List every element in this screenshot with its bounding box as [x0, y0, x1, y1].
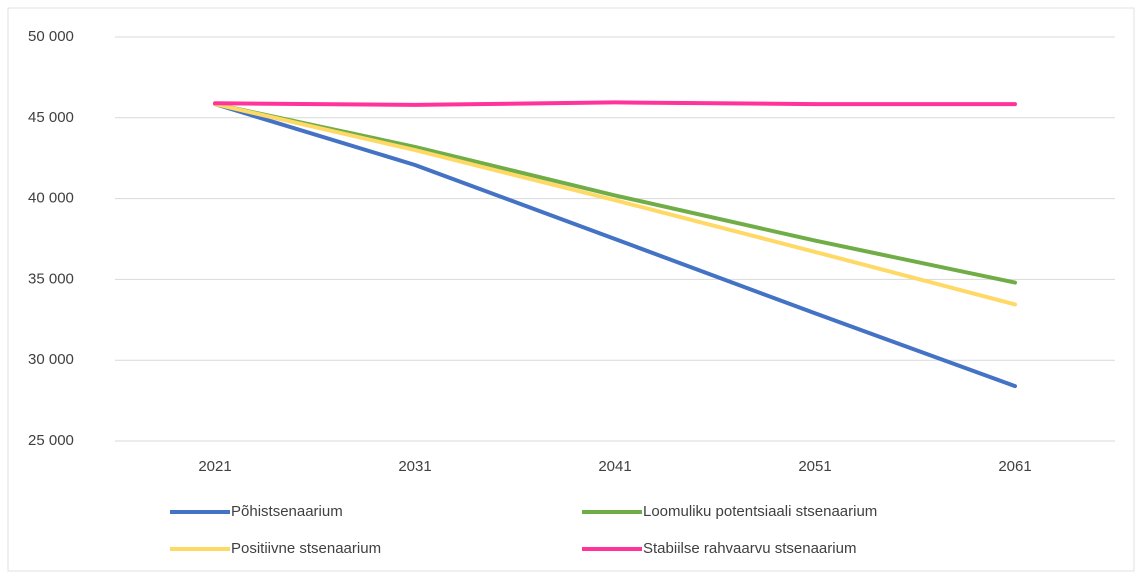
x-tick-label: 2061 [998, 458, 1031, 475]
y-tick-label: 50 000 [28, 28, 74, 45]
legend-label: Positiivne stsenaarium [231, 540, 381, 557]
legend-label: Loomuliku potentsiaali stsenaarium [643, 503, 877, 520]
legend-label: Põhistsenaarium [231, 503, 343, 520]
series-line [213, 102, 1017, 285]
y-tick-label: 25 000 [28, 432, 74, 449]
y-tick-label: 45 000 [28, 109, 74, 126]
legend-label: Stabiilse rahvaarvu stsenaarium [643, 540, 856, 557]
x-tick-label: 2041 [598, 458, 631, 475]
y-tick-label: 30 000 [28, 351, 74, 368]
y-tick-label: 35 000 [28, 270, 74, 287]
y-tick-label: 40 000 [28, 190, 74, 207]
x-tick-label: 2031 [398, 458, 431, 475]
series-line [213, 102, 1017, 307]
series-line [213, 100, 1017, 107]
x-tick-label: 2021 [198, 458, 231, 475]
series-line [213, 102, 1017, 389]
x-tick-label: 2051 [798, 458, 831, 475]
